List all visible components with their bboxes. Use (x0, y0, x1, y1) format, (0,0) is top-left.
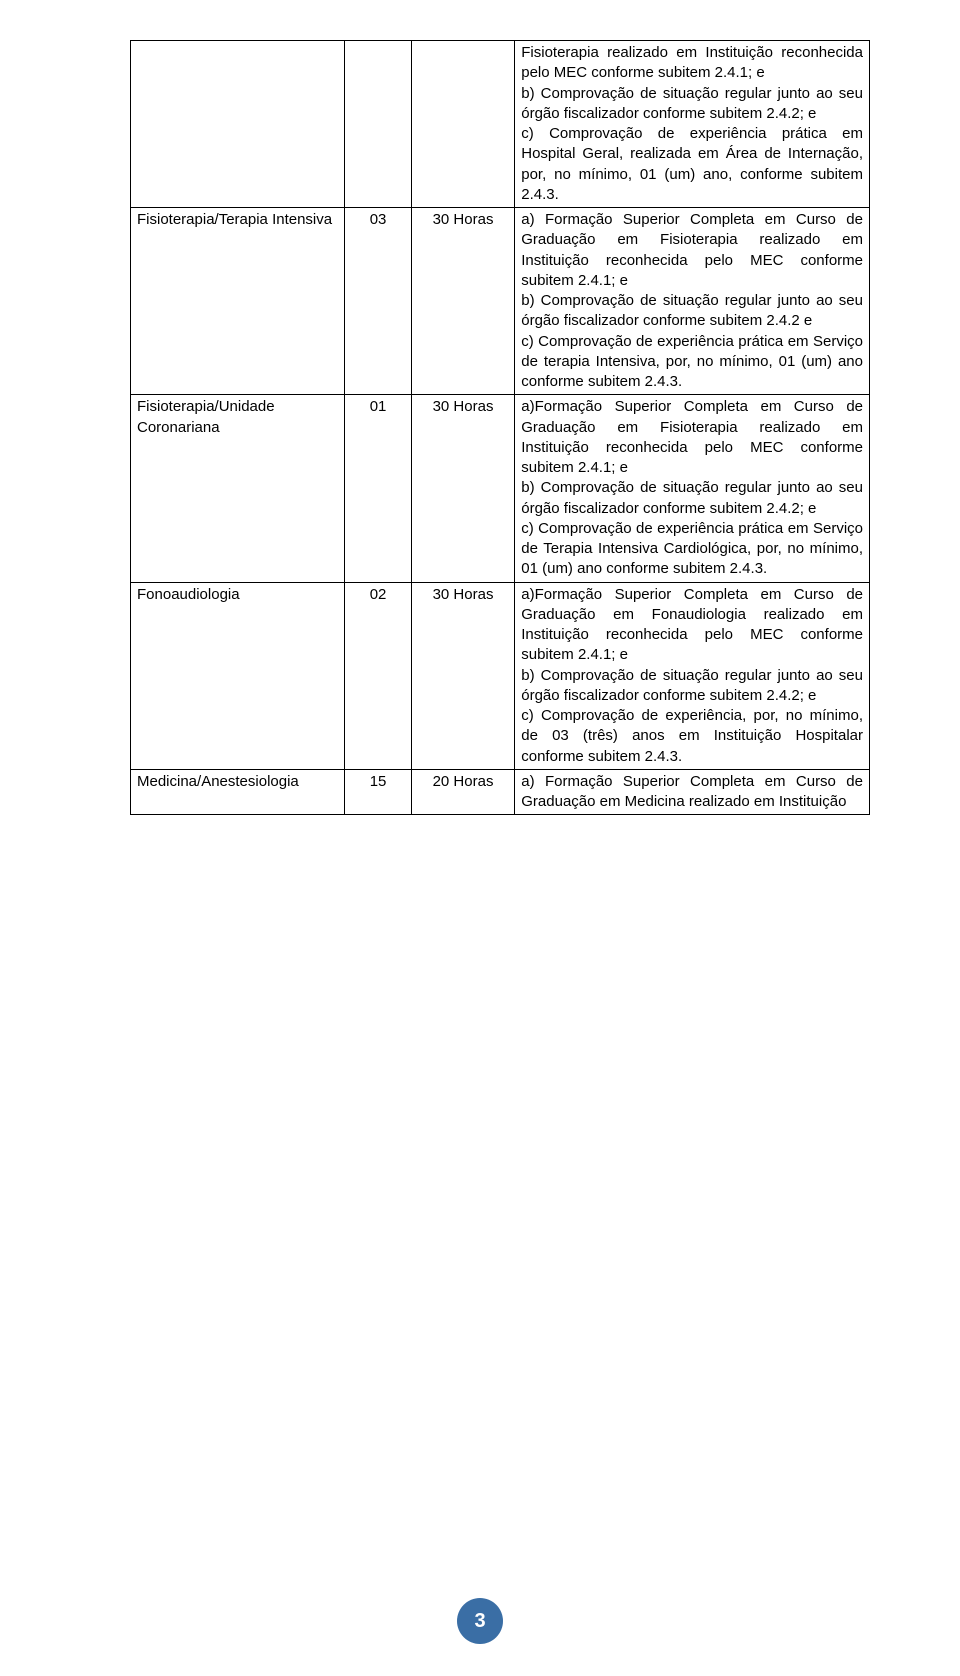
cell-requirements: a)Formação Superior Completa em Curso de… (515, 582, 870, 769)
cell-hours: 30 Horas (411, 582, 514, 769)
cell-qty: 01 (345, 395, 412, 582)
cell-position: Fisioterapia/Unidade Coronariana (131, 395, 345, 582)
table-row: Fonoaudiologia0230 Horasa)Formação Super… (131, 582, 870, 769)
table-row: Fisioterapia/Unidade Coronariana0130 Hor… (131, 395, 870, 582)
table-row: Fisioterapia realizado em Instituição re… (131, 41, 870, 208)
cell-qty: 15 (345, 769, 412, 815)
cell-position: Fonoaudiologia (131, 582, 345, 769)
cell-requirements: Fisioterapia realizado em Instituição re… (515, 41, 870, 208)
table-row: Fisioterapia/Terapia Intensiva0330 Horas… (131, 208, 870, 395)
page-number: 3 (474, 1610, 485, 1633)
cell-requirements: a) Formação Superior Completa em Curso d… (515, 208, 870, 395)
cell-position: Fisioterapia/Terapia Intensiva (131, 208, 345, 395)
table-row: Medicina/Anestesiologia1520 Horasa) Form… (131, 769, 870, 815)
cell-hours: 30 Horas (411, 395, 514, 582)
cell-qty: 03 (345, 208, 412, 395)
cell-qty: 02 (345, 582, 412, 769)
cell-hours: 30 Horas (411, 208, 514, 395)
cell-position (131, 41, 345, 208)
table-body: Fisioterapia realizado em Instituição re… (131, 41, 870, 815)
data-table: Fisioterapia realizado em Instituição re… (130, 40, 870, 815)
page: Fisioterapia realizado em Instituição re… (0, 0, 960, 1676)
cell-position: Medicina/Anestesiologia (131, 769, 345, 815)
cell-requirements: a) Formação Superior Completa em Curso d… (515, 769, 870, 815)
page-number-badge: 3 (457, 1598, 503, 1644)
cell-hours (411, 41, 514, 208)
cell-qty (345, 41, 412, 208)
cell-hours: 20 Horas (411, 769, 514, 815)
cell-requirements: a)Formação Superior Completa em Curso de… (515, 395, 870, 582)
